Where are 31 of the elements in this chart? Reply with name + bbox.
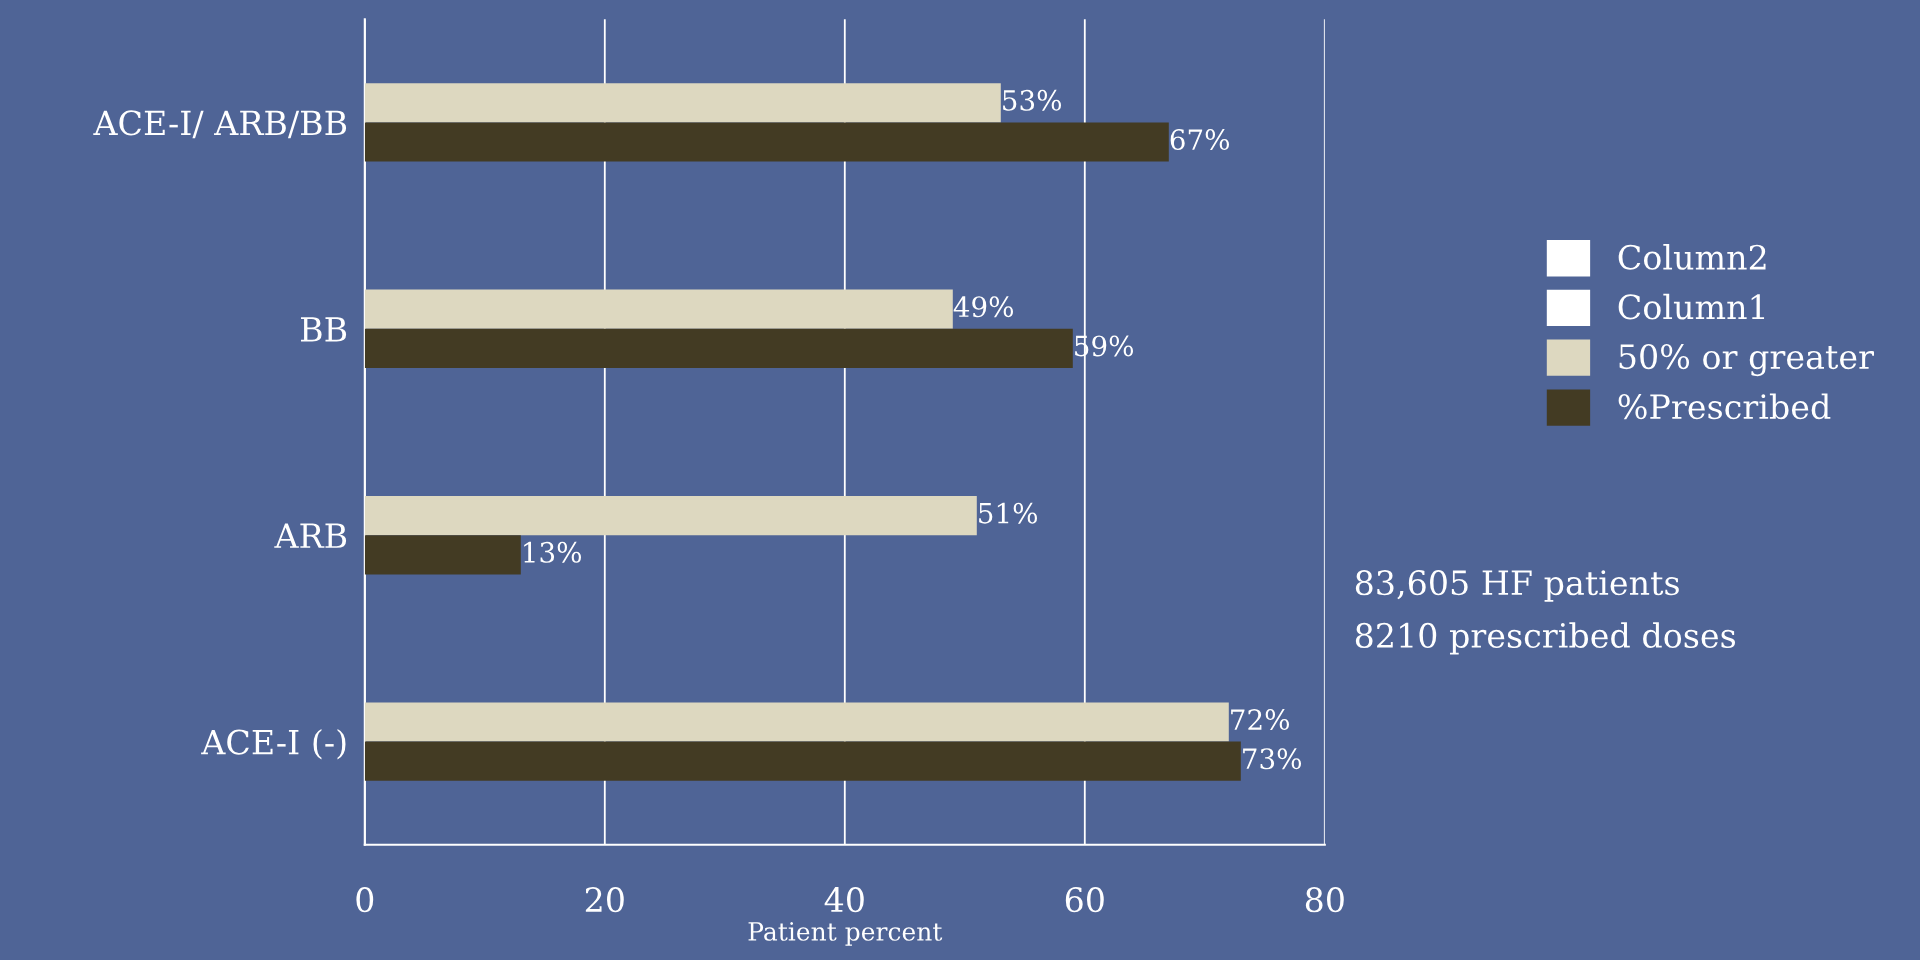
bar (364, 702, 1229, 742)
x-tick-label: 0 (356, 887, 374, 913)
y-tick-label: BB (300, 317, 347, 342)
bar (364, 741, 1241, 781)
x-tick-label: 40 (824, 887, 864, 913)
x-tick-label: 60 (1065, 887, 1104, 913)
bar (364, 328, 1073, 369)
data-label: 73% (1243, 748, 1302, 770)
data-label: 49% (953, 296, 1014, 318)
bar (364, 495, 977, 536)
x-tick-label: 20 (585, 887, 624, 913)
x-axis-title: Patient percent (748, 922, 943, 946)
y-tick-label: ACE-I (-) (201, 728, 346, 760)
legend-label: Column2 (1618, 244, 1766, 270)
bar (364, 535, 521, 575)
bar (364, 289, 953, 329)
x-tick-label: 80 (1305, 887, 1344, 913)
data-label: 72% (1231, 709, 1290, 731)
text: 8210 prescribed doses (1355, 622, 1736, 655)
data-label: 13% (524, 541, 582, 563)
data-label: 51% (979, 502, 1038, 524)
text: 83,605 HF patients (1355, 570, 1679, 602)
data-label: 53% (1003, 89, 1062, 111)
bar (364, 83, 1001, 123)
legend-label: Column1 (1618, 293, 1765, 320)
bar (364, 122, 1169, 162)
legend-label: 50% or greater (1619, 343, 1875, 377)
y-tick-label: ACE-I/ ARB/BB (93, 110, 347, 139)
data-label: 67% (1170, 129, 1230, 151)
legend-label: %Prescribed (1618, 393, 1831, 420)
y-tick-label: ARB (274, 523, 347, 548)
